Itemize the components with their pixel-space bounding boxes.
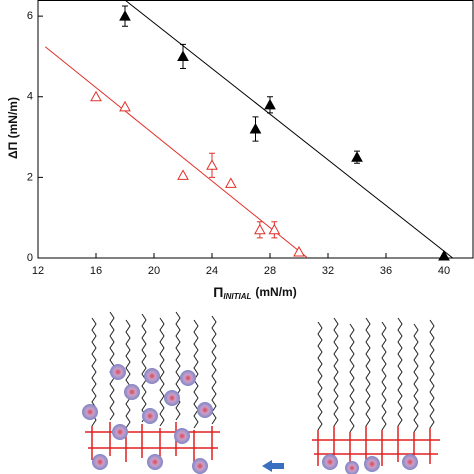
left-monolayer bbox=[82, 311, 220, 474]
marker bbox=[254, 223, 266, 235]
marker bbox=[225, 177, 237, 188]
arrow bbox=[262, 460, 284, 472]
x-tick-label: 40 bbox=[438, 265, 450, 277]
marker bbox=[264, 98, 276, 110]
marker bbox=[351, 151, 363, 162]
marker bbox=[206, 159, 218, 170]
fit-line bbox=[124, 0, 454, 259]
illustration bbox=[82, 311, 440, 474]
y-tick-label: 4 bbox=[27, 91, 33, 103]
x-label-subscript: INITIAL bbox=[223, 292, 251, 301]
x-axis-label: ΠINITIAL (mN/m) bbox=[213, 284, 296, 301]
x-label-unit: (mN/m) bbox=[255, 285, 296, 299]
x-tick-label: 28 bbox=[264, 265, 276, 277]
x-tick-label: 24 bbox=[206, 265, 218, 277]
y-tick-label: 2 bbox=[27, 171, 33, 183]
marker bbox=[177, 169, 189, 180]
x-label-symbol: Π bbox=[213, 284, 223, 300]
y-tick-label: 0 bbox=[27, 252, 33, 264]
right-monolayer bbox=[312, 317, 440, 474]
marker bbox=[249, 122, 262, 134]
marker bbox=[293, 245, 305, 257]
plot-frame bbox=[37, 0, 474, 259]
marker bbox=[268, 223, 281, 235]
fit-line bbox=[44, 46, 309, 259]
y-tick-label: 6 bbox=[27, 10, 33, 22]
x-tick-label: 20 bbox=[148, 265, 160, 277]
y-axis-label: ΔΠ (mN/m) bbox=[6, 97, 20, 159]
marker bbox=[177, 50, 189, 61]
marker bbox=[438, 249, 450, 261]
x-tick-label: 32 bbox=[322, 265, 334, 277]
marker bbox=[90, 90, 102, 102]
x-tick-label: 36 bbox=[380, 265, 392, 277]
marker bbox=[119, 100, 131, 112]
marker bbox=[119, 10, 131, 21]
x-tick-label: 16 bbox=[90, 265, 102, 277]
x-tick-label: 12 bbox=[32, 265, 44, 277]
